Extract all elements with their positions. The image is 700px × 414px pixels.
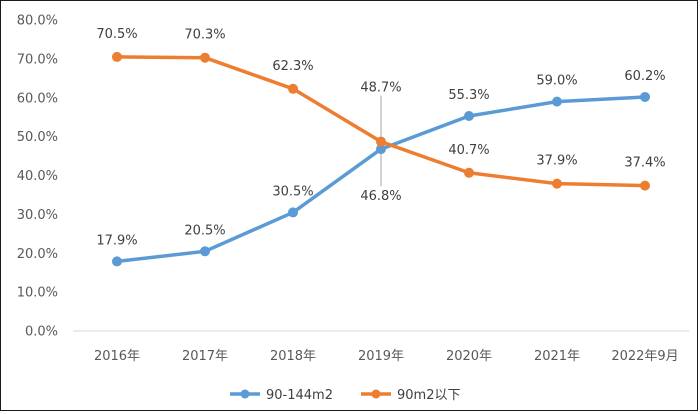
data-point-s2 <box>464 167 474 178</box>
data-labels: 17.9% 20.5% 30.5% 46.8% 55.3% 59.0% 60.2% 70.5%… <box>96 27 665 248</box>
y-tick-label: 20.0% <box>17 247 58 262</box>
series-points <box>112 51 650 267</box>
data-label-s1: 59.0% <box>536 74 577 89</box>
data-label-s2: 48.7% <box>360 81 401 96</box>
legend-swatch-marker <box>240 389 250 399</box>
data-point-s2 <box>376 136 386 147</box>
legend-label: 90-144m2 <box>266 388 333 403</box>
data-point-s1 <box>112 256 122 267</box>
data-point-s1 <box>288 207 298 218</box>
data-label-s1: 17.9% <box>96 233 137 248</box>
legend-label: 90m2以下 <box>397 388 460 403</box>
data-point-s1 <box>640 91 650 102</box>
data-point-s1 <box>464 111 474 122</box>
legend: 90-144m2 90m2以下 <box>230 388 460 403</box>
data-point-s2 <box>552 178 562 189</box>
data-label-s1: 30.5% <box>272 184 313 199</box>
x-tick-label: 2020年 <box>446 349 492 364</box>
data-label-s1: 55.3% <box>448 88 489 103</box>
data-point-s1 <box>552 96 562 107</box>
y-tick-label: 80.0% <box>17 14 58 29</box>
y-tick-label: 50.0% <box>17 130 58 145</box>
y-tick-label: 10.0% <box>17 286 58 301</box>
data-point-s2 <box>640 180 650 191</box>
data-point-s2 <box>288 83 298 94</box>
x-tick-label: 2016年 <box>94 349 140 364</box>
y-axis-labels: 0.0% 10.0% 20.0% 30.0% 40.0% 50.0% 60.0% 70.0% 8… <box>17 14 58 340</box>
x-tick-label: 2021年 <box>534 349 580 364</box>
data-point-s2 <box>112 51 122 62</box>
data-label-s1: 46.8% <box>360 189 401 204</box>
y-tick-label: 30.0% <box>17 208 58 223</box>
data-label-s2: 40.7% <box>448 143 489 158</box>
y-tick-label: 40.0% <box>17 169 58 184</box>
y-tick-label: 0.0% <box>25 325 58 340</box>
data-label-s2: 37.9% <box>536 154 577 169</box>
x-tick-label: 2019年 <box>358 349 404 364</box>
legend-swatch-marker <box>371 389 381 399</box>
x-tick-label: 2017年 <box>182 349 228 364</box>
data-label-s2: 37.4% <box>624 156 665 171</box>
x-tick-label: 2022年9月 <box>611 349 678 364</box>
x-axis-labels: 2016年 2017年 2018年 2019年 2020年 2021年 2022年9月 <box>94 349 679 364</box>
y-tick-label: 70.0% <box>17 52 58 67</box>
y-tick-label: 60.0% <box>17 91 58 106</box>
data-label-s2: 70.5% <box>96 27 137 42</box>
data-label-s2: 62.3% <box>272 59 313 74</box>
data-label-s2: 70.3% <box>184 28 225 43</box>
data-label-s1: 20.5% <box>184 223 225 238</box>
x-tick-label: 2018年 <box>270 349 316 364</box>
data-point-s1 <box>200 246 210 257</box>
data-point-s2 <box>200 52 210 63</box>
data-label-s1: 60.2% <box>624 69 665 84</box>
